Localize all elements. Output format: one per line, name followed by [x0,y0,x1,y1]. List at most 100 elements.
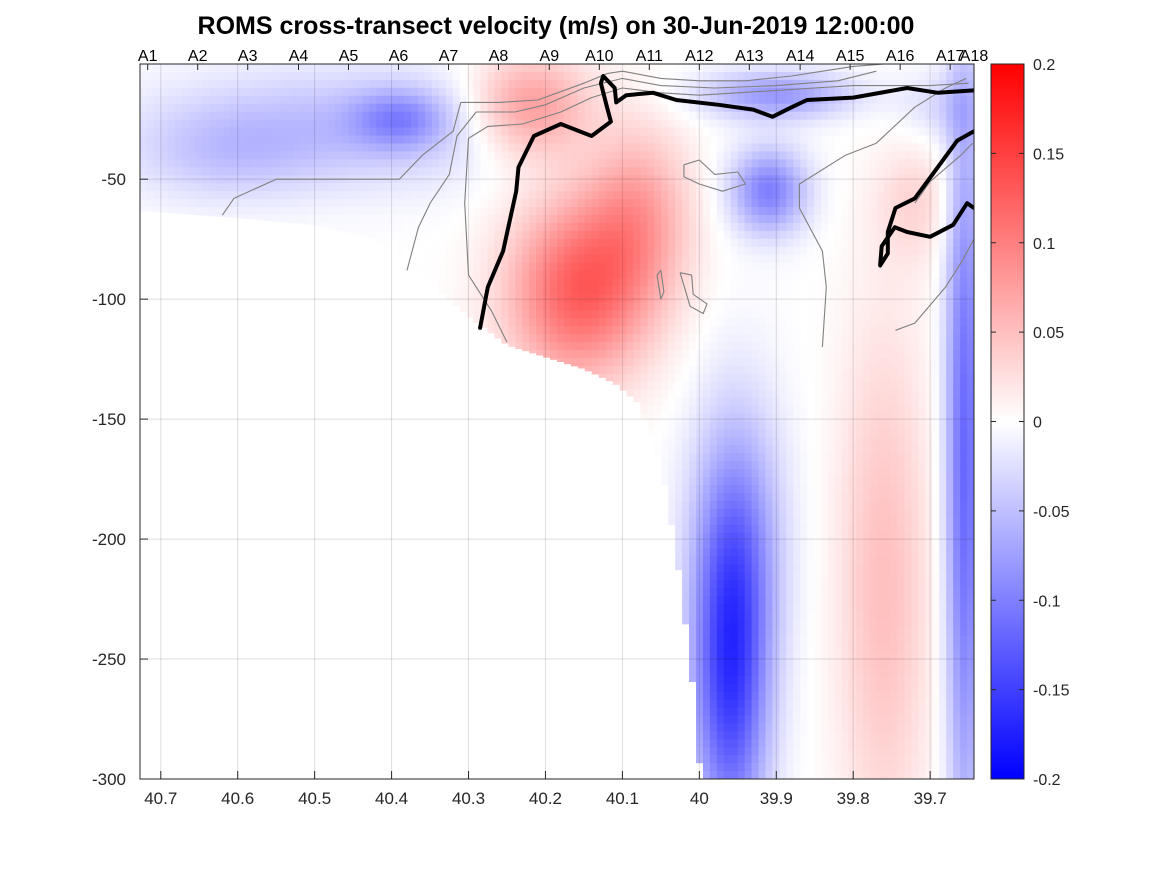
velocity-cell [716,739,725,748]
velocity-cell [390,230,398,240]
velocity-cell [821,731,829,740]
velocity-cell [758,731,767,740]
velocity-cell [244,214,252,220]
velocity-cell [501,151,509,160]
velocity-cell [348,71,357,81]
velocity-cell [779,286,787,295]
velocity-cell [848,64,857,73]
velocity-cell [265,191,273,200]
velocity-cell [709,381,718,391]
velocity-cell [320,87,329,97]
velocity-cell [848,342,857,351]
velocity-cell [237,151,245,160]
velocity-cell [689,604,697,613]
velocity-cell [744,207,753,216]
velocity-cell [244,175,252,184]
velocity-cell [716,516,725,526]
velocity-cell [445,64,454,73]
velocity-cell [223,191,231,200]
velocity-cell [862,199,871,208]
velocity-cell [800,604,808,613]
velocity-cell [758,747,767,756]
velocity-cell [633,278,641,288]
velocity-cell [598,350,607,359]
velocity-cell [821,500,829,510]
velocity-cell [473,207,482,216]
velocity-cell [758,254,767,264]
velocity-cell [376,79,384,89]
velocity-cell [765,246,774,256]
velocity-cell [397,143,405,152]
velocity-cell [160,183,169,192]
velocity-cell [876,485,885,494]
velocity-cell [730,691,739,701]
velocity-cell [730,548,739,558]
velocity-cell [348,79,357,89]
velocity-cell [751,373,760,383]
velocity-cell [730,334,739,343]
velocity-cell [550,334,558,343]
velocity-cell [473,191,482,200]
velocity-cell [438,183,447,192]
velocity-cell [737,79,746,89]
velocity-cell [835,373,843,383]
velocity-cell [522,254,530,264]
velocity-cell [751,707,760,717]
velocity-cell [723,119,732,129]
velocity-cell [258,135,266,145]
velocity-cell [160,191,169,200]
velocity-cell [563,254,572,264]
velocity-cell [716,71,725,81]
velocity-cell [647,119,655,129]
velocity-cell [716,683,725,693]
velocity-cell [730,421,739,431]
velocity-cell [557,135,565,145]
velocity-cell [306,79,315,89]
velocity-cell [779,643,787,653]
velocity-cell [821,159,829,168]
velocity-cell [821,357,829,367]
velocity-cell [577,254,586,264]
velocity-cell [696,548,704,558]
velocity-cell [654,357,662,367]
velocity-cell [779,381,787,391]
velocity-cell [709,771,718,779]
velocity-cell [591,278,600,288]
velocity-cell [828,389,836,399]
velocity-cell [862,707,871,717]
velocity-cell [550,119,558,129]
velocity-cell [765,747,774,756]
velocity-cell [730,516,739,526]
velocity-cell [835,318,843,327]
velocity-cell [876,739,885,748]
velocity-cell [786,389,794,399]
velocity-cell [709,254,718,264]
velocity-cell [473,254,482,264]
velocity-cell [862,230,871,240]
velocity-cell [751,500,760,510]
velocity-cell [501,127,509,137]
velocity-cell [800,199,808,208]
velocity-cell [348,135,357,145]
velocity-cell [675,357,683,367]
velocity-cell [793,246,801,256]
velocity-cell [619,246,628,256]
velocity-cell [487,119,496,129]
velocity-cell [855,111,864,121]
velocity-cell [675,310,683,319]
velocity-cell [563,151,572,160]
velocity-cell [570,342,579,351]
velocity-cell [890,238,899,248]
velocity-cell [424,95,433,105]
velocity-cell [529,270,537,280]
velocity-cell [848,350,857,359]
velocity-cell [647,207,655,216]
velocity-cell [744,278,753,288]
velocity-cell [862,548,871,558]
velocity-cell [758,64,767,73]
velocity-cell [424,175,433,184]
velocity-cell [855,493,864,502]
velocity-cell [716,493,725,502]
velocity-cell [723,310,732,319]
velocity-cell [397,151,405,160]
